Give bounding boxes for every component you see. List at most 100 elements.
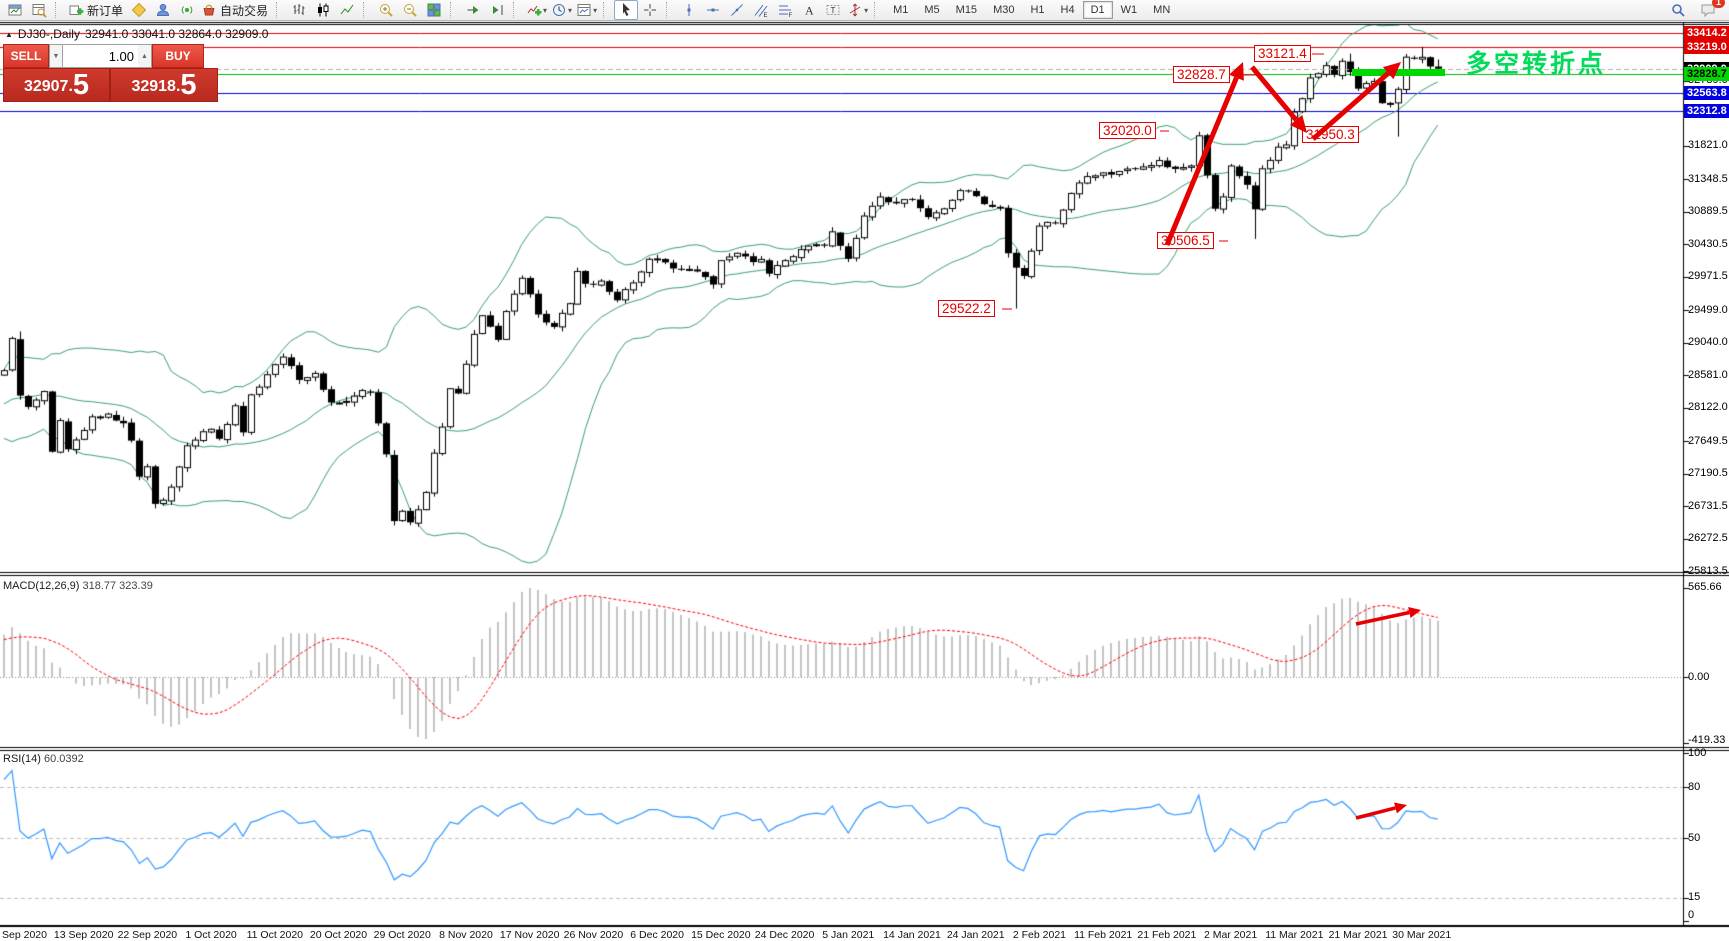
candles-icon	[318, 3, 329, 17]
chevron-down-icon: ▾	[864, 5, 869, 15]
text-icon: A	[805, 4, 814, 18]
collapse-triangle-icon[interactable]: ▲	[5, 29, 13, 39]
volume-decrease-button[interactable]: ▼	[49, 44, 63, 68]
indicators-button[interactable]: ▾	[524, 0, 549, 20]
volume-increase-button[interactable]: ▲	[138, 44, 152, 68]
price-axis-tick: 27649.5	[1688, 434, 1728, 447]
zoom-out-button[interactable]	[398, 0, 422, 20]
crosshair-tool[interactable]	[638, 0, 662, 20]
timeframe-m30-button[interactable]: M30	[993, 4, 1015, 16]
candlestick-chart-button[interactable]	[311, 0, 335, 20]
turning-point-note[interactable]: 多空转折点	[1466, 50, 1607, 78]
clock-icon	[553, 4, 566, 16]
trendline-icon	[731, 4, 743, 16]
price-axis-tick: 29040.0	[1688, 336, 1728, 349]
tile-windows-button[interactable]	[422, 0, 446, 20]
new-chart-button[interactable]	[3, 0, 27, 20]
shift-icon	[493, 5, 503, 15]
date-axis-label: 2 Mar 2021	[1204, 929, 1258, 941]
date-axis-label: 17 Nov 2020	[499, 929, 560, 941]
date-axis-label: 29 Oct 2020	[373, 929, 431, 941]
annotation-price-box[interactable]: 29522.2	[938, 300, 995, 317]
annotation-price-box[interactable]: 32828.7	[1173, 66, 1230, 83]
date-axis-label: 1 Oct 2020	[185, 929, 237, 941]
toolbar-separator	[513, 2, 521, 18]
date-axis-label: 6 Dec 2020	[630, 929, 684, 941]
vline-icon	[687, 4, 691, 16]
fibonacci-tool[interactable]: F	[773, 0, 797, 20]
equidistant-channel-tool[interactable]: E	[749, 0, 773, 20]
date-axis-label: 8 Nov 2020	[439, 929, 493, 941]
toolbar-separator	[450, 2, 458, 18]
rsi-axis-tick: 0	[1688, 908, 1695, 921]
price-axis-tick: 27190.5	[1688, 467, 1728, 480]
chat-button[interactable]: 1	[1696, 0, 1725, 20]
autotrading-button[interactable]: 自动交易	[199, 0, 272, 20]
chart-symbol-period: DJ30-,Daily	[17, 27, 80, 41]
price-axis-tick: 30889.5	[1688, 205, 1728, 218]
zoom-out-icon	[404, 4, 417, 17]
zoom-in-icon	[380, 4, 393, 17]
new-order-button[interactable]: 新订单	[66, 0, 127, 20]
price-level-tag: 32312.8	[1684, 103, 1729, 118]
sell-button[interactable]: SELL	[3, 44, 49, 68]
toolbar-separator	[276, 2, 284, 18]
community-button[interactable]	[151, 0, 175, 20]
timeframe-m5-button[interactable]: M5	[924, 4, 940, 16]
vertical-line-tool[interactable]	[677, 0, 701, 20]
auto-scroll-button[interactable]	[461, 0, 485, 20]
timeframe-h4-button[interactable]: H4	[1060, 4, 1075, 16]
line-chart-button[interactable]	[335, 0, 359, 20]
price-axis-tick: 30430.5	[1688, 237, 1728, 250]
timeframe-h1-button[interactable]: H1	[1030, 4, 1045, 16]
annotation-price-box[interactable]: 32020.0	[1099, 122, 1156, 139]
timeframe-w1-button[interactable]: W1	[1120, 4, 1138, 16]
annotation-price-box[interactable]: 30506.5	[1157, 232, 1214, 249]
trendline-tool[interactable]	[725, 0, 749, 20]
buy-button[interactable]: BUY	[152, 44, 204, 68]
price-axis-tick: 31821.0	[1688, 139, 1728, 152]
volume-input[interactable]: 1.00	[63, 44, 138, 68]
fibo-icon: F	[779, 5, 793, 18]
date-axis-label: 11 Oct 2020	[246, 929, 304, 941]
price-axis-tick: 28122.0	[1688, 401, 1728, 414]
date-axis-label: 11 Mar 2021	[1265, 929, 1324, 941]
horizontal-line-tool[interactable]	[701, 0, 725, 20]
buy-price[interactable]: 32918. 5	[110, 68, 218, 102]
date-axis-label: 21 Feb 2021	[1137, 929, 1197, 941]
cursor-tool[interactable]	[614, 0, 639, 20]
text-tool[interactable]: A	[797, 0, 821, 20]
timeframe-mn-button[interactable]: MN	[1153, 4, 1171, 16]
chart-shift-button[interactable]	[485, 0, 509, 20]
timeframe-d1-button[interactable]: D1	[1082, 1, 1113, 19]
chart-title: ▲ DJ30-,Daily 32941.0 33041.0 32864.0 32…	[5, 27, 268, 41]
toolbar-separator	[666, 2, 674, 18]
timeframe-m1-button[interactable]: M1	[893, 4, 909, 16]
rsi-axis-tick: 50	[1688, 831, 1701, 844]
autoscroll-icon	[467, 6, 479, 14]
price-level-tag: 33414.2	[1684, 26, 1729, 40]
zoom-in-button[interactable]	[374, 0, 398, 20]
metaeditor-button[interactable]	[127, 0, 151, 20]
data-window-button[interactable]	[27, 0, 51, 20]
templates-button[interactable]: ▾	[574, 0, 599, 20]
highlight-zone-bar[interactable]	[1352, 69, 1445, 76]
text-label-tool[interactable]: T	[821, 0, 845, 20]
data-window-icon	[32, 4, 47, 18]
signals-button[interactable]	[175, 0, 199, 20]
bar-chart-button[interactable]	[287, 0, 311, 20]
timeframe-m15-button[interactable]: M15	[955, 4, 978, 16]
annotation-price-box[interactable]: 31950.3	[1302, 126, 1359, 143]
price-axis-tick: 31348.5	[1688, 172, 1728, 185]
arrows-tool[interactable]: ▾	[845, 0, 870, 20]
date-axis-label: 30 Mar 2021	[1392, 929, 1452, 941]
search-button[interactable]	[1666, 0, 1690, 20]
new-order-icon	[69, 5, 84, 15]
periods-button[interactable]: ▾	[549, 0, 574, 20]
annotation-price-box[interactable]: 33121.4	[1254, 45, 1311, 62]
sell-price[interactable]: 32907. 5	[3, 68, 110, 102]
toolbar-separator	[874, 2, 882, 18]
date-axis-label: 13 Sep 2020	[53, 929, 114, 941]
